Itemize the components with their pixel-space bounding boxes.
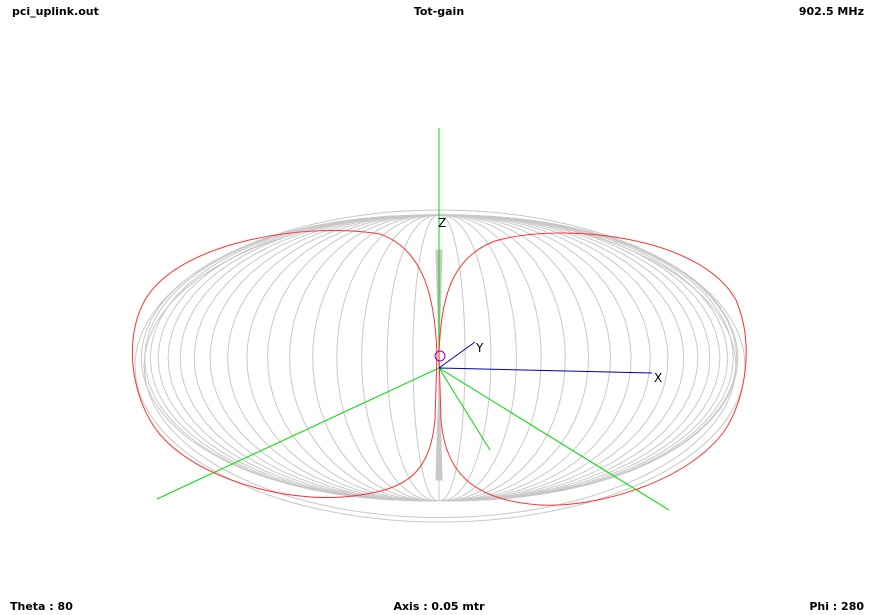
- mesh-meridian: [438, 214, 721, 502]
- pattern-mesh: [134, 209, 746, 523]
- mesh-meridian: [193, 214, 440, 502]
- vector-axes: [438, 341, 653, 374]
- mesh-meridian: [246, 214, 440, 502]
- mesh-meridian: [438, 214, 669, 502]
- mesh-meridian: [336, 214, 440, 502]
- x-axis-line: [438, 367, 653, 374]
- mesh-meridian: [209, 214, 440, 502]
- plane-axis-left: [156, 367, 440, 500]
- theta-readout: Theta : 80: [10, 600, 73, 613]
- mesh-envelope: [143, 214, 737, 518]
- mesh-meridian: [144, 214, 440, 502]
- pattern-cut-right: [438, 232, 747, 506]
- y-axis-label: Y: [475, 341, 484, 355]
- pattern-cut-left: [131, 230, 438, 498]
- mesh-meridian: [438, 214, 711, 502]
- mesh-envelope: [134, 209, 746, 523]
- frequency-label: 902.5 MHz: [798, 5, 864, 18]
- plot-quantity: Tot-gain: [413, 5, 465, 18]
- mesh-meridian: [157, 214, 440, 502]
- y-axis-line: [438, 341, 476, 369]
- origin-marker: [434, 350, 446, 362]
- plane-axis-short: [438, 367, 491, 451]
- mesh-meridian: [438, 214, 734, 502]
- plane-axes: [156, 128, 670, 511]
- axis-scale-readout: Axis : 0.05 mtr: [393, 600, 485, 613]
- plane-axis-right: [438, 367, 670, 511]
- mesh-meridian: [438, 214, 738, 502]
- z-axis-label: Z: [438, 216, 446, 230]
- mesh-meridian: [167, 214, 440, 502]
- mesh-meridian: [438, 214, 542, 502]
- file-name: pci_uplink.out: [12, 5, 99, 18]
- phi-readout: Phi : 280: [809, 600, 864, 613]
- x-axis-label: X: [654, 371, 662, 385]
- mesh-meridian: [438, 214, 729, 502]
